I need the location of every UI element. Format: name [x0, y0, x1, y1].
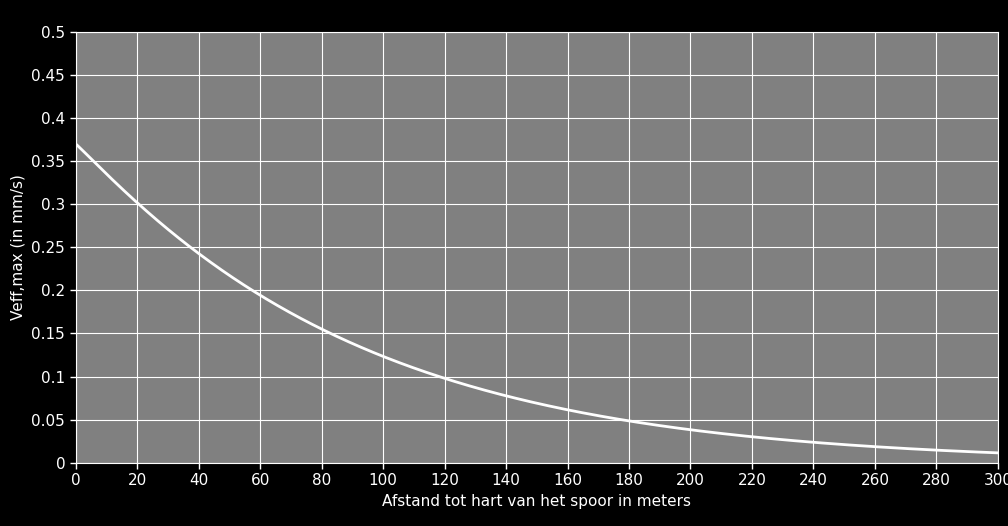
- Y-axis label: Veff,max (in mm/s): Veff,max (in mm/s): [11, 174, 26, 320]
- X-axis label: Afstand tot hart van het spoor in meters: Afstand tot hart van het spoor in meters: [382, 494, 691, 509]
